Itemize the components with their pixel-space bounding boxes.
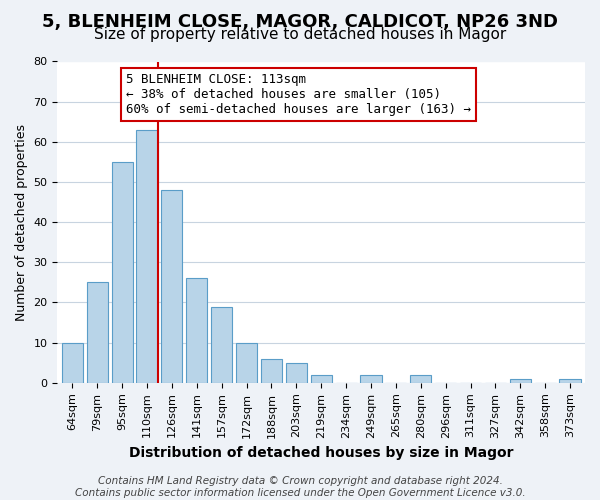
Bar (136, 130, 158, 383)
Text: 5, BLENHEIM CLOSE, MAGOR, CALDICOT, NP26 3ND: 5, BLENHEIM CLOSE, MAGOR, CALDICOT, NP26… (42, 12, 558, 30)
Text: Contains HM Land Registry data © Crown copyright and database right 2024.
Contai: Contains HM Land Registry data © Crown c… (74, 476, 526, 498)
Text: Size of property relative to detached houses in Magor: Size of property relative to detached ho… (94, 28, 506, 42)
Bar (86, 282, 108, 383)
X-axis label: Distribution of detached houses by size in Magor: Distribution of detached houses by size … (129, 446, 514, 460)
Bar (186, 278, 208, 383)
Bar (410, 375, 431, 383)
Text: 5 BLENHEIM CLOSE: 113sqm
← 38% of detached houses are smaller (105)
60% of semi-: 5 BLENHEIM CLOSE: 113sqm ← 38% of detach… (126, 72, 471, 116)
Bar (361, 375, 382, 383)
Bar (211, 306, 232, 383)
Bar (62, 342, 83, 383)
Bar (311, 375, 332, 383)
Bar (112, 162, 133, 383)
Y-axis label: Number of detached properties: Number of detached properties (15, 124, 28, 320)
Bar (510, 379, 531, 383)
Bar (559, 379, 581, 383)
Bar (236, 342, 257, 383)
Bar (286, 362, 307, 383)
Bar (161, 190, 182, 383)
Bar (261, 358, 282, 383)
